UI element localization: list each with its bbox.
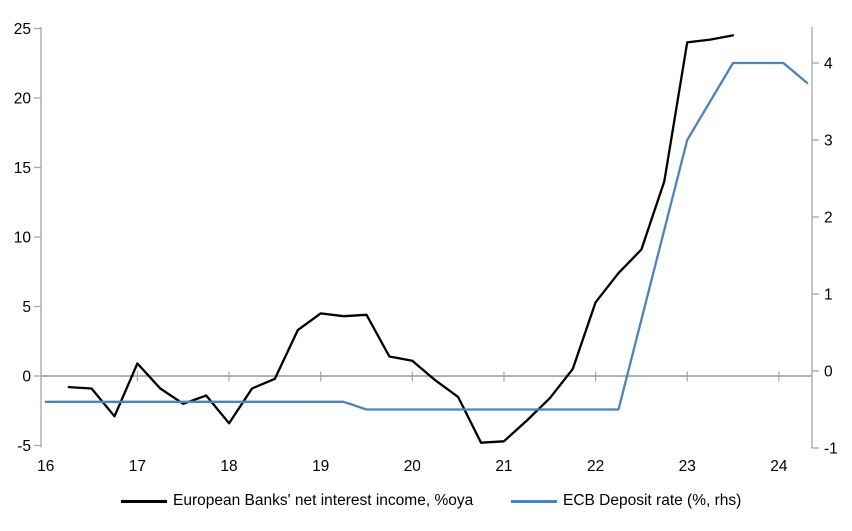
x-axis-tick-label: 21 bbox=[495, 458, 512, 475]
legend-label-ecb-deposit-rate: ECB Deposit rate (%, rhs) bbox=[563, 492, 742, 509]
y-axis-left-tick-label: 0 bbox=[22, 369, 31, 386]
x-axis-tick-label: 20 bbox=[404, 458, 422, 475]
y-axis-left-tick-label: 25 bbox=[14, 21, 31, 38]
x-axis-tick-label: 18 bbox=[220, 458, 237, 475]
y-axis-right-tick-label: 1 bbox=[824, 287, 833, 304]
x-axis-tick-label: 24 bbox=[770, 458, 788, 475]
y-axis-left-tick-label: 20 bbox=[14, 91, 32, 108]
legend-label-net-interest-income: European Banks' net interest income, %oy… bbox=[173, 492, 474, 509]
y-axis-left-tick-label: 5 bbox=[22, 299, 31, 316]
y-axis-left-tick-label: 10 bbox=[14, 230, 32, 247]
y-axis-right-tick-label: -1 bbox=[824, 441, 838, 458]
chart-legend: European Banks' net interest income, %oy… bbox=[0, 489, 852, 513]
net-interest-income-line bbox=[67, 34, 735, 444]
y-axis-right-tick-label: 0 bbox=[824, 364, 833, 381]
y-axis-right-tick-label: 3 bbox=[824, 133, 833, 150]
y-axis-right-tick-label: 2 bbox=[824, 210, 833, 227]
x-axis-tick-label: 23 bbox=[679, 458, 696, 475]
y-axis-left-tick-label: -5 bbox=[17, 438, 31, 455]
y-axis-left-tick-label: 15 bbox=[14, 160, 31, 177]
x-axis-tick-label: 19 bbox=[312, 458, 329, 475]
x-axis-tick-label: 17 bbox=[129, 458, 146, 475]
legend-item-ecb-deposit-rate: ECB Deposit rate (%, rhs) bbox=[511, 489, 741, 513]
black-line-swatch bbox=[121, 499, 167, 503]
x-axis-tick-label: 22 bbox=[587, 458, 604, 475]
blue-line-swatch bbox=[511, 499, 557, 503]
x-axis-tick-label: 16 bbox=[37, 458, 54, 475]
y-axis-right-tick-label: 4 bbox=[824, 56, 833, 73]
legend-item-net-interest-income: European Banks' net interest income, %oy… bbox=[121, 489, 473, 513]
ecb-deposit-rate-line bbox=[44, 61, 809, 411]
